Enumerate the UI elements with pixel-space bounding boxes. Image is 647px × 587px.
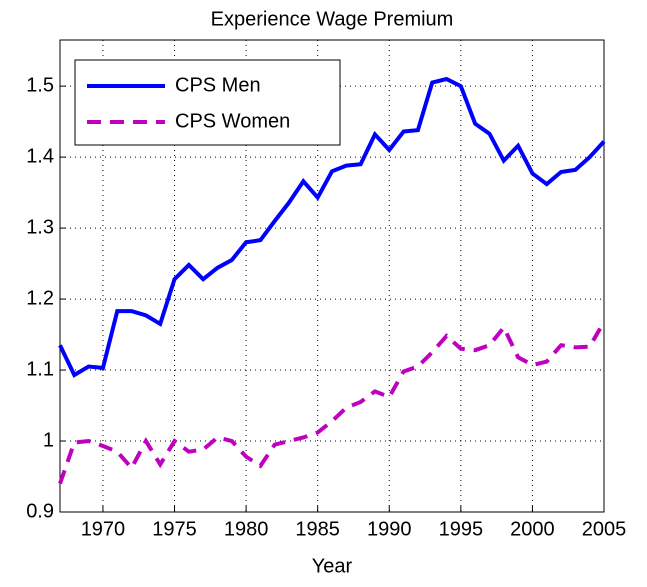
legend-box bbox=[74, 59, 341, 146]
y-tick-label: 1.5 bbox=[26, 74, 54, 96]
line-series bbox=[58, 76, 606, 378]
x-tick-label: 1980 bbox=[224, 518, 269, 540]
chart-title: Experience Wage Premium bbox=[211, 8, 454, 30]
legend-label: CPS Men bbox=[175, 74, 261, 96]
y-tick-label: 1 bbox=[43, 429, 54, 451]
line-series bbox=[58, 320, 606, 485]
x-tick-label: 1985 bbox=[295, 518, 340, 540]
x-tick-label: 1990 bbox=[367, 518, 412, 540]
x-tick-label: 2005 bbox=[582, 518, 627, 540]
y-tick-label: 1.1 bbox=[26, 358, 54, 380]
y-tick-label: 0.9 bbox=[26, 500, 54, 522]
x-tick-label: 1975 bbox=[152, 518, 197, 540]
y-tick-label: 1.4 bbox=[26, 145, 54, 167]
legend-label: CPS Women bbox=[175, 110, 290, 132]
y-tick-label: 1.3 bbox=[26, 216, 54, 238]
plot-frame bbox=[59, 39, 605, 513]
y-tick-label: 1.2 bbox=[26, 287, 54, 309]
x-tick-label: 1970 bbox=[81, 518, 126, 540]
x-axis-label: Year bbox=[312, 555, 353, 577]
x-tick-label: 2000 bbox=[510, 518, 555, 540]
x-tick-label: 1995 bbox=[439, 518, 484, 540]
